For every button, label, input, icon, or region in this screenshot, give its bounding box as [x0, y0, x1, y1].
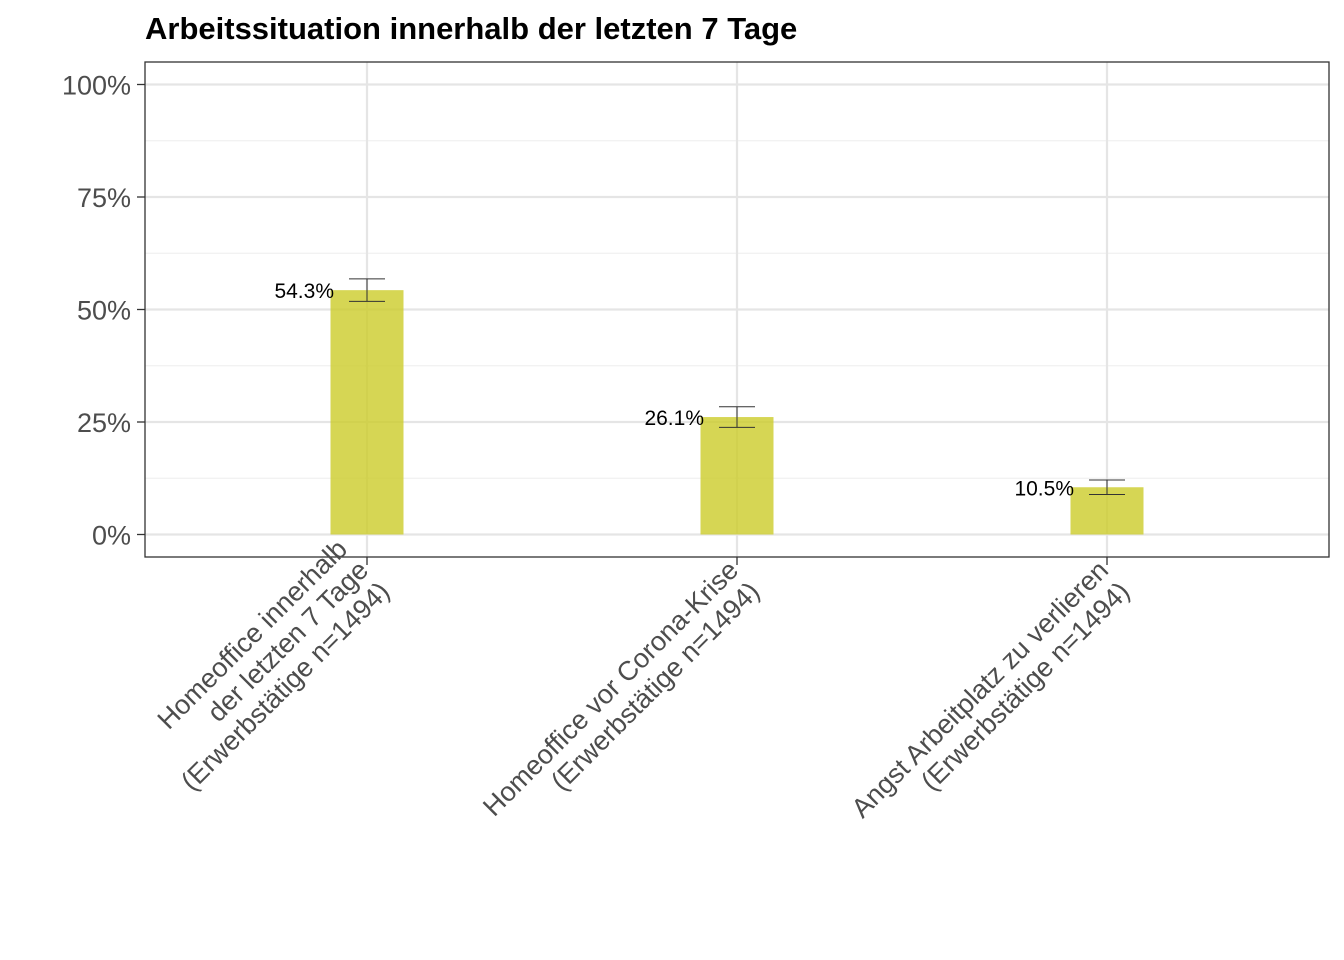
- x-tick-label-line: Homeoffice vor Corona-Krise: [477, 555, 744, 822]
- error-bar-2: [719, 406, 755, 428]
- y-tick-label: 75%: [77, 183, 131, 213]
- data-label-2: 26.1%: [644, 407, 704, 430]
- error-bars: [349, 278, 1125, 495]
- chart-title: Arbeitssituation innerhalb der letzten 7…: [145, 11, 797, 46]
- x-tick-label-2: Homeoffice vor Corona-Krise(Erwerbstätig…: [477, 555, 765, 843]
- x-tick-label-3: Angst Arbeitplatz zu verlieren(Erwerbstä…: [846, 555, 1136, 845]
- error-bar-1: [349, 278, 385, 302]
- x-tick-label-line: Angst Arbeitplatz zu verlieren: [846, 555, 1114, 823]
- x-tick-label-line: (Erwerbstätige n=1494): [545, 576, 765, 796]
- y-tick-label: 50%: [77, 296, 131, 326]
- bar-3: [1070, 487, 1144, 535]
- data-label-1: 54.3%: [274, 280, 334, 303]
- data-label-3: 10.5%: [1014, 477, 1074, 500]
- bars: [330, 290, 1144, 535]
- data-labels: 54.3% 26.1% 10.5%: [274, 280, 1074, 500]
- bar-1: [330, 290, 404, 535]
- axes: 0% 25% 50% 75% 100% Homeoffice innerhalbder l…: [62, 71, 1136, 845]
- bar-2: [700, 417, 774, 535]
- x-tick-label-1: Homeoffice innerhalbder letzten 7 Tage(E…: [133, 534, 396, 797]
- y-tick-label: 100%: [62, 71, 131, 101]
- y-tick-label: 0%: [92, 521, 131, 551]
- y-tick-label: 25%: [77, 408, 131, 438]
- x-tick-label-line: (Erwerbstätige n=1494): [915, 576, 1135, 796]
- error-bar-3: [1089, 479, 1125, 495]
